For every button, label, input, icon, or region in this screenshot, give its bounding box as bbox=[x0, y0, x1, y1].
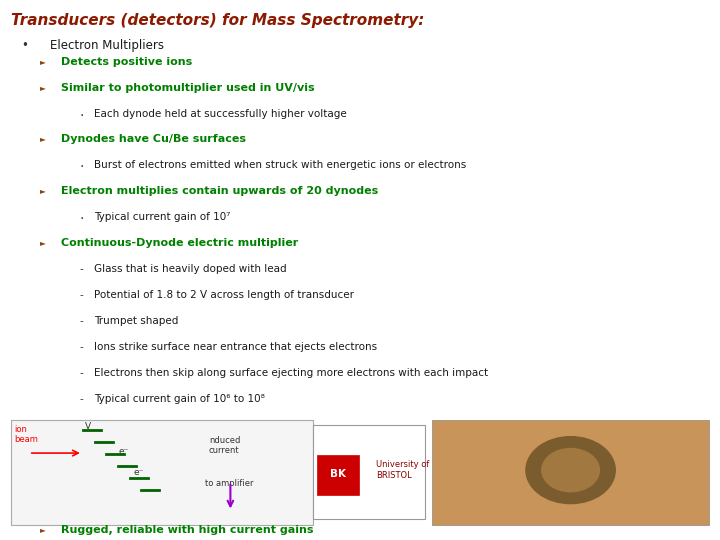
Text: e⁻: e⁻ bbox=[119, 447, 129, 456]
Text: Each dynode held at successfully higher voltage: Each dynode held at successfully higher … bbox=[94, 109, 346, 119]
Text: ►: ► bbox=[40, 186, 45, 195]
Text: Dynodes have Cu/Be surfaces: Dynodes have Cu/Be surfaces bbox=[61, 134, 246, 145]
Text: Ions strike surface near entrance that ejects electrons: Ions strike surface near entrance that e… bbox=[94, 342, 377, 352]
Text: nduced
current: nduced current bbox=[209, 436, 240, 455]
Text: BK: BK bbox=[330, 469, 346, 478]
Bar bbox=[11, 420, 313, 525]
Text: Similar to photomultiplier used in UV/vis: Similar to photomultiplier used in UV/vi… bbox=[61, 83, 315, 93]
Text: ►: ► bbox=[40, 57, 45, 66]
Text: Burst of electrons emitted when struck with energetic ions or electrons: Burst of electrons emitted when struck w… bbox=[94, 160, 466, 171]
Text: Detects positive ions: Detects positive ions bbox=[61, 57, 192, 67]
Text: e⁻: e⁻ bbox=[133, 468, 143, 477]
Text: -: - bbox=[79, 342, 83, 352]
Text: -: - bbox=[79, 368, 83, 378]
Text: ion
beam: ion beam bbox=[14, 425, 38, 444]
Circle shape bbox=[526, 437, 615, 504]
Text: -: - bbox=[79, 394, 83, 404]
Text: Continuous-Dynode electric multiplier: Continuous-Dynode electric multiplier bbox=[61, 238, 299, 248]
Text: University of
BRISTOL: University of BRISTOL bbox=[376, 460, 430, 480]
Text: -: - bbox=[79, 264, 83, 274]
Text: Transducers (detectors) for Mass Spectrometry:: Transducers (detectors) for Mass Spectro… bbox=[11, 14, 424, 29]
Text: •: • bbox=[22, 39, 29, 52]
Text: -: - bbox=[79, 290, 83, 300]
Text: Electrons then skip along surface ejecting more electrons with each impact: Electrons then skip along surface ejecti… bbox=[94, 368, 487, 378]
Text: Electron Multipliers: Electron Multipliers bbox=[50, 39, 164, 52]
Text: ►: ► bbox=[40, 134, 45, 144]
Text: to amplifier: to amplifier bbox=[205, 479, 253, 488]
Text: -: - bbox=[79, 316, 83, 326]
Text: Electron multiplies contain upwards of 20 dynodes: Electron multiplies contain upwards of 2… bbox=[61, 186, 379, 197]
Circle shape bbox=[542, 449, 600, 492]
Text: ·: · bbox=[79, 160, 84, 174]
Text: Typical current gain of 10⁶ to 10⁸: Typical current gain of 10⁶ to 10⁸ bbox=[94, 394, 264, 404]
Text: Potential of 1.8 to 2 V across length of transducer: Potential of 1.8 to 2 V across length of… bbox=[94, 290, 354, 300]
Text: Trumpet shaped: Trumpet shaped bbox=[94, 316, 178, 326]
Text: ·: · bbox=[79, 212, 84, 226]
Bar bbox=[317, 455, 359, 495]
Text: ·: · bbox=[79, 109, 84, 123]
Bar bbox=[432, 420, 709, 525]
Bar bbox=[313, 425, 425, 519]
Text: Typical current gain of 10⁷: Typical current gain of 10⁷ bbox=[94, 212, 230, 222]
Text: Glass that is heavily doped with lead: Glass that is heavily doped with lead bbox=[94, 264, 287, 274]
Text: ►: ► bbox=[40, 525, 45, 534]
Text: ►: ► bbox=[40, 83, 45, 92]
Text: V: V bbox=[85, 422, 91, 431]
Text: Rugged, reliable with high current gains: Rugged, reliable with high current gains bbox=[61, 525, 314, 535]
Text: ►: ► bbox=[40, 238, 45, 247]
